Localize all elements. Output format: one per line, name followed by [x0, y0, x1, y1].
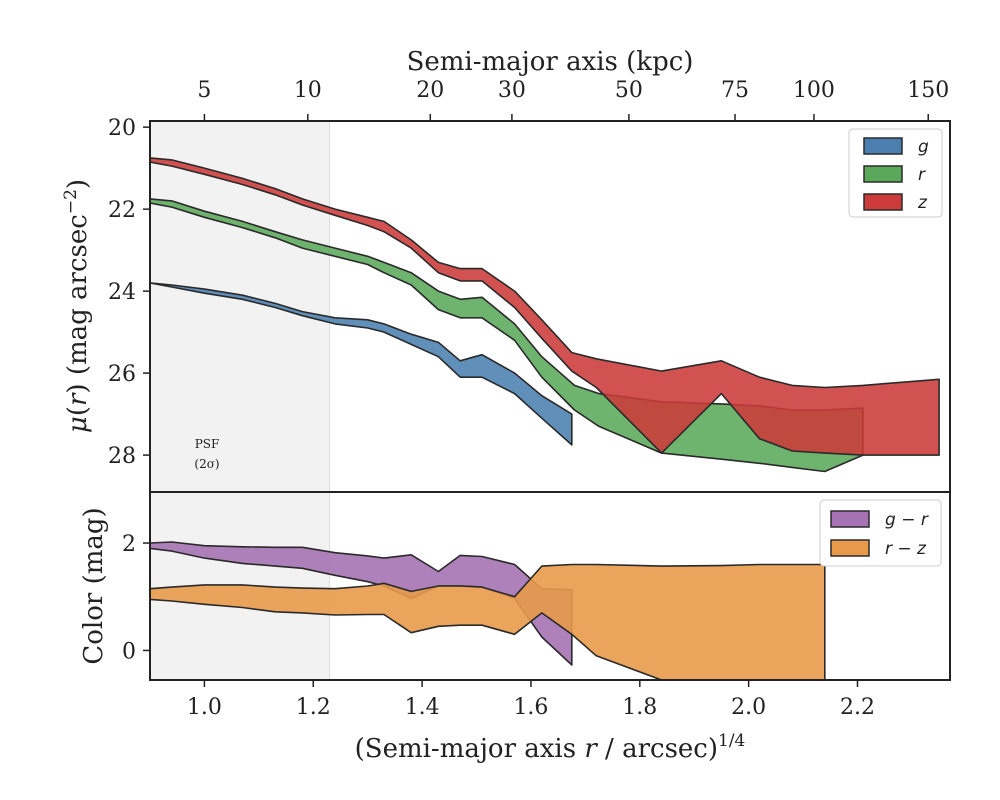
top-y-tick-label: 26 — [108, 362, 136, 387]
psf-sigma-label: (2σ) — [194, 457, 219, 471]
legend-swatch — [863, 165, 903, 183]
psf-label: PSF — [195, 437, 220, 451]
legend-swatch — [830, 510, 870, 528]
bottom-y-axis-title: Color (mag) — [79, 507, 109, 664]
top-y-tick-label: 22 — [108, 198, 136, 223]
bottom-y-tick-label: 0 — [122, 639, 136, 664]
top-y-tick-label: 20 — [108, 116, 136, 141]
bottom-y-tick-label: 2 — [122, 532, 136, 557]
band-g — [150, 282, 573, 446]
x-tick-label: 1.4 — [405, 695, 440, 720]
x-tick-label: 1.8 — [622, 695, 657, 720]
top-x-tick-label: 5 — [197, 78, 211, 103]
legend-top: grz — [848, 128, 943, 218]
legend-bottom: g − r r − z — [819, 499, 942, 567]
axis-ticks: 1.0 1.2 1.4 1.6 1.8 2.0 2.25 10 20 30 50 75 100 15020… — [108, 78, 949, 720]
surface-brightness-bands — [150, 157, 940, 473]
top-x-tick-label: 100 — [793, 78, 835, 103]
color-bands — [150, 541, 826, 680]
top-axis-title: Semi-major axis (kpc) — [407, 47, 694, 77]
top-x-tick-label: 20 — [416, 78, 444, 103]
legend-label: g — [918, 137, 929, 157]
legend-swatch — [863, 193, 903, 211]
legend-label: r − z — [885, 539, 927, 559]
legend-label: g − r — [885, 510, 929, 530]
x-axis-title: (Semi-major axis r / arcsec)1/4 — [355, 731, 746, 764]
top-x-tick-label: 75 — [721, 78, 749, 103]
legend-label: r — [918, 165, 926, 185]
x-tick-label: 1.0 — [187, 695, 222, 720]
legend-swatch — [863, 137, 903, 155]
x-tick-label: 1.2 — [296, 695, 331, 720]
band-z — [150, 157, 940, 456]
top-x-tick-label: 150 — [907, 78, 949, 103]
top-x-tick-label: 30 — [498, 78, 526, 103]
legend-swatch — [830, 539, 870, 557]
top-y-tick-label: 24 — [108, 280, 136, 305]
bottom-panel-frame — [149, 491, 951, 681]
x-tick-label: 1.6 — [513, 695, 548, 720]
x-tick-label: 2.2 — [840, 695, 875, 720]
top-x-tick-label: 50 — [615, 78, 643, 103]
legend-label: z — [917, 193, 928, 213]
band-rz — [150, 563, 826, 680]
band-gr — [150, 541, 573, 666]
x-tick-label: 2.0 — [731, 695, 766, 720]
top-y-axis-title: μ(r) (mag arcsec−2) — [61, 179, 93, 433]
top-y-tick-label: 28 — [108, 444, 136, 469]
psf-region-top — [150, 121, 330, 492]
top-x-tick-label: 10 — [294, 78, 322, 103]
